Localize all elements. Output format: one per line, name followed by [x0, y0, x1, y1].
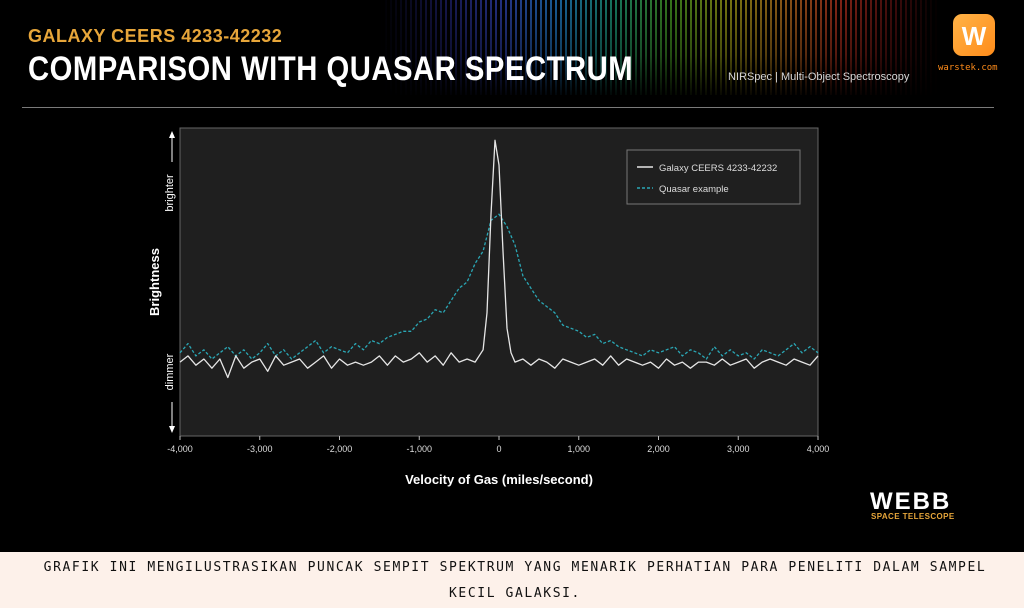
x-tick-label: -4,000	[167, 444, 193, 454]
y-axis-top-label: brighter	[164, 174, 176, 212]
warstek-logo: W	[953, 14, 995, 56]
x-tick-label: 1,000	[567, 444, 590, 454]
legend-box	[626, 149, 801, 205]
x-tick-label: -3,000	[247, 444, 273, 454]
quasar-series-line	[179, 213, 819, 360]
legend-label-galaxy: Galaxy CEERS 4233-42232	[659, 163, 777, 174]
watermark-text: warstek.com	[938, 63, 998, 73]
x-tick-label: 3,000	[727, 444, 750, 454]
instrument-label: NIRSpec | Multi-Object Spectroscopy	[728, 71, 910, 83]
x-tick-label: 4,000	[807, 444, 830, 454]
webb-subtitle: SPACE TELESCOPE	[871, 512, 955, 521]
galaxy-name: GALAXY CEERS 4233-42232	[28, 26, 283, 46]
y-axis-bottom-label: dimmer	[164, 353, 176, 390]
x-axis-label: Velocity of Gas (miles/second)	[405, 472, 593, 487]
w-logo-icon: W	[961, 21, 987, 51]
caption-band	[0, 552, 1024, 608]
header-divider	[22, 107, 994, 108]
y-axis-label: Brightness	[147, 248, 162, 316]
page-title: COMPARISON WITH QUASAR SPECTRUM	[28, 50, 634, 88]
spectrum-chart: -4,000 -3,000 -2,000 -1,000 0 1,000 2,000 3,000…	[147, 127, 829, 487]
x-axis-ticks: -4,000 -3,000 -2,000 -1,000 0 1,000 2,000 3,000…	[167, 436, 829, 454]
series-layer	[179, 139, 819, 379]
x-tick-label: -1,000	[406, 444, 432, 454]
webb-logo: WEBB	[870, 488, 952, 515]
legend: Galaxy CEERS 4233-42232 Quasar example	[626, 149, 801, 205]
x-tick-label: 2,000	[647, 444, 670, 454]
figure-panel: GALAXY CEERS 4233-42232 COMPARISON WITH …	[22, 0, 998, 521]
brightness-arrow	[169, 131, 175, 433]
galaxy-series-line	[179, 139, 819, 379]
legend-label-quasar: Quasar example	[659, 184, 729, 195]
x-tick-label: 0	[496, 444, 501, 454]
x-tick-label: -2,000	[327, 444, 353, 454]
figure-caption: GRAFIK INI MENGILUSTRASIKAN PUNCAK SEMPI…	[43, 560, 987, 601]
